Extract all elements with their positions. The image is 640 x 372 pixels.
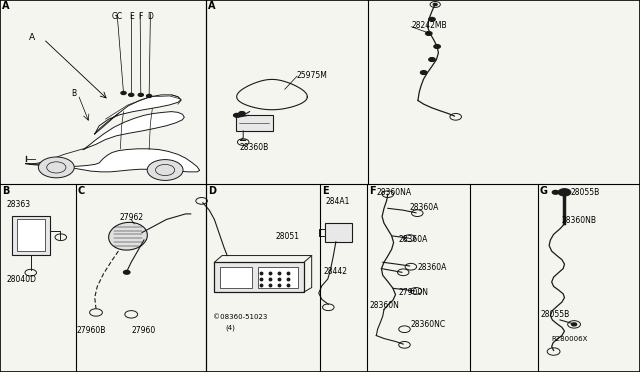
Bar bbox=[236, 115, 273, 131]
Text: 28360NB: 28360NB bbox=[562, 216, 597, 225]
Text: B: B bbox=[72, 89, 77, 98]
Text: B: B bbox=[2, 186, 10, 196]
Text: 27962: 27962 bbox=[119, 213, 143, 222]
Text: 28360A: 28360A bbox=[410, 203, 439, 212]
Text: 28360N: 28360N bbox=[370, 301, 400, 310]
Text: 25975M: 25975M bbox=[297, 71, 328, 80]
Circle shape bbox=[147, 94, 152, 97]
Text: 28360B: 28360B bbox=[239, 143, 269, 152]
Text: C: C bbox=[77, 186, 84, 196]
Text: F: F bbox=[369, 186, 376, 196]
Text: A: A bbox=[29, 33, 35, 42]
Text: R280006X: R280006X bbox=[552, 336, 588, 341]
Bar bbox=[214, 262, 304, 292]
Polygon shape bbox=[26, 149, 200, 172]
Text: 28051: 28051 bbox=[275, 232, 300, 241]
Text: 28055B: 28055B bbox=[541, 310, 570, 319]
Circle shape bbox=[429, 17, 435, 21]
Text: 27960B: 27960B bbox=[77, 326, 106, 335]
Text: 28360A: 28360A bbox=[417, 263, 447, 272]
Circle shape bbox=[558, 189, 571, 196]
Circle shape bbox=[129, 93, 134, 96]
Circle shape bbox=[239, 112, 245, 115]
Circle shape bbox=[121, 92, 126, 94]
Bar bbox=[325, 223, 352, 242]
Text: 28040D: 28040D bbox=[6, 275, 36, 283]
Circle shape bbox=[147, 160, 183, 180]
Circle shape bbox=[124, 270, 130, 274]
Text: 28360A: 28360A bbox=[398, 235, 428, 244]
Circle shape bbox=[434, 45, 440, 48]
Text: GC: GC bbox=[111, 12, 123, 21]
Circle shape bbox=[426, 32, 432, 35]
Circle shape bbox=[433, 3, 437, 6]
Ellipse shape bbox=[109, 222, 147, 250]
Text: A: A bbox=[2, 1, 10, 11]
Text: 28242MB: 28242MB bbox=[412, 21, 447, 30]
Circle shape bbox=[572, 323, 577, 326]
Text: E: E bbox=[129, 12, 134, 21]
Text: 27900N: 27900N bbox=[398, 288, 428, 297]
Text: 284A1: 284A1 bbox=[326, 197, 350, 206]
Circle shape bbox=[429, 58, 435, 61]
Circle shape bbox=[552, 190, 559, 194]
Text: D: D bbox=[147, 12, 154, 21]
Bar bbox=[258, 267, 298, 288]
Text: (4): (4) bbox=[225, 325, 235, 331]
Text: 28360NA: 28360NA bbox=[376, 188, 412, 197]
Text: 27960: 27960 bbox=[131, 326, 156, 335]
Circle shape bbox=[38, 157, 74, 178]
Text: E: E bbox=[322, 186, 328, 196]
Text: ©08360-51023: ©08360-51023 bbox=[213, 314, 268, 320]
Bar bbox=[220, 267, 252, 288]
Bar bbox=[12, 216, 50, 255]
Text: D: D bbox=[208, 186, 216, 196]
Text: F: F bbox=[138, 12, 142, 21]
Text: G: G bbox=[540, 186, 548, 196]
Text: 28360NC: 28360NC bbox=[411, 320, 446, 329]
Polygon shape bbox=[95, 95, 181, 134]
Text: A: A bbox=[208, 1, 216, 11]
Text: 28363: 28363 bbox=[6, 200, 31, 209]
Text: 28442: 28442 bbox=[324, 267, 348, 276]
Polygon shape bbox=[83, 112, 184, 150]
Circle shape bbox=[234, 113, 240, 117]
Text: 28055B: 28055B bbox=[571, 188, 600, 197]
Bar bbox=[17, 219, 45, 251]
Circle shape bbox=[138, 93, 143, 96]
Circle shape bbox=[420, 71, 427, 74]
